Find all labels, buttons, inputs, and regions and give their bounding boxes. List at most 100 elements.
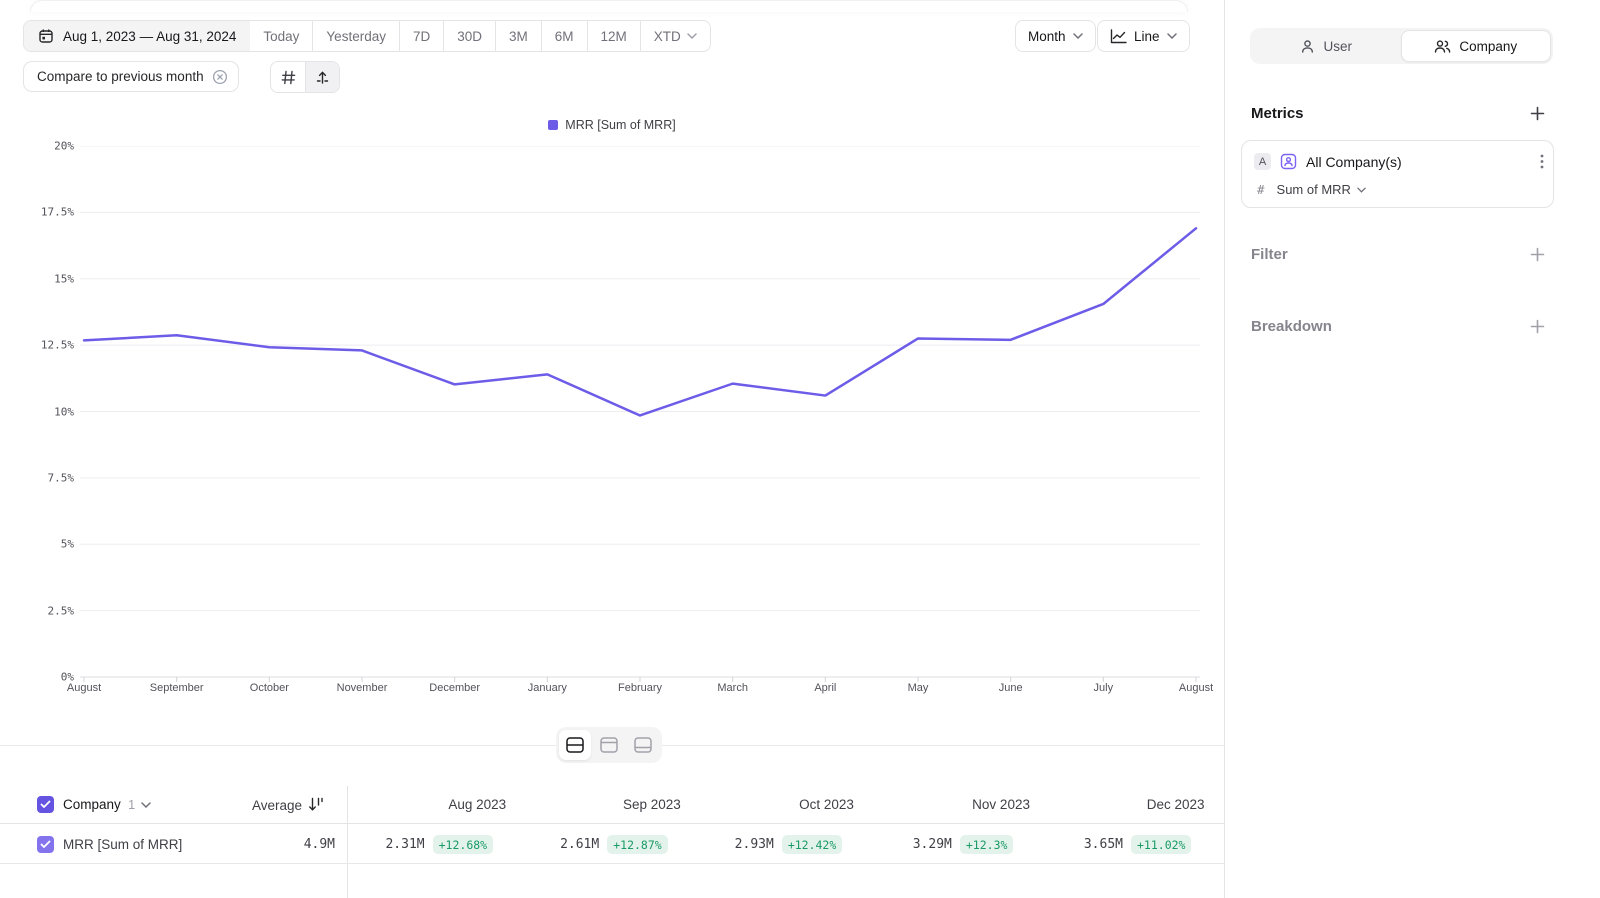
metric-menu-button[interactable] bbox=[1540, 154, 1544, 169]
table-cell: 2.31M +12.68% bbox=[352, 835, 527, 854]
tab-user-label: User bbox=[1323, 38, 1352, 54]
annotations-toggle-button[interactable] bbox=[305, 62, 339, 92]
remove-compare-icon[interactable] bbox=[212, 69, 228, 85]
check-icon bbox=[40, 840, 51, 848]
x-axis-tick-label: November bbox=[336, 682, 388, 694]
x-axis-tick-label: August bbox=[66, 682, 102, 694]
compare-chip-label: Compare to previous month bbox=[37, 69, 204, 84]
tab-company[interactable]: Company bbox=[1400, 30, 1551, 62]
table-cell: 3.65M +11.02% bbox=[1050, 835, 1224, 854]
y-axis-tick-label: 7.5% bbox=[47, 471, 75, 485]
date-range-button[interactable]: Aug 1, 2023 — Aug 31, 2024 bbox=[24, 21, 251, 51]
legend-swatch bbox=[548, 120, 559, 130]
grid-toggle-button[interactable] bbox=[271, 62, 305, 92]
month-column-header: Aug 2023 bbox=[448, 797, 507, 812]
x-axis-tick-label: July bbox=[1093, 682, 1114, 694]
row-label: MRR [Sum of MRR] bbox=[63, 837, 183, 852]
metric-aggregation-row: # Sum of MRR bbox=[1257, 182, 1366, 197]
y-axis-tick-label: 5% bbox=[60, 537, 74, 551]
tab-user[interactable]: User bbox=[1252, 30, 1401, 62]
tab-company-label: Company bbox=[1459, 38, 1518, 54]
plus-icon bbox=[1530, 106, 1544, 120]
table-cell: 2.93M +12.42% bbox=[701, 835, 876, 854]
metric-card-header: A All Company(s) bbox=[1254, 153, 1402, 170]
hash-icon: # bbox=[1257, 182, 1265, 197]
table-bottom-view-icon bbox=[634, 737, 652, 753]
select-all-checkbox[interactable] bbox=[37, 796, 54, 813]
y-axis-tick-label: 15% bbox=[54, 272, 74, 286]
preset-30d-button[interactable]: 30D bbox=[443, 21, 495, 51]
cell-delta-badge: +11.02% bbox=[1131, 835, 1192, 854]
main-panel: Aug 1, 2023 — Aug 31, 2024 Today Yesterda… bbox=[0, 0, 1224, 898]
split-view-button[interactable] bbox=[559, 730, 591, 760]
grid-icon bbox=[281, 70, 295, 84]
month-column-header: Nov 2023 bbox=[972, 797, 1030, 812]
table-header-row: Company 1 Average bbox=[0, 786, 1224, 824]
company-avatar-icon bbox=[1280, 153, 1297, 170]
line-chart[interactable] bbox=[80, 146, 1200, 686]
preset-today-button[interactable]: Today bbox=[263, 28, 300, 44]
row-checkbox[interactable] bbox=[37, 836, 54, 853]
cell-delta-badge: +12.68% bbox=[432, 835, 494, 854]
cell-value: 3.65M bbox=[1083, 837, 1123, 852]
table-cell: 2.61M +12.87% bbox=[527, 835, 702, 854]
preset-7d-button[interactable]: 7D bbox=[398, 21, 443, 51]
metric-name: All Company(s) bbox=[1306, 153, 1402, 170]
y-axis-tick-label: 20% bbox=[54, 139, 74, 153]
users-icon bbox=[1434, 39, 1451, 54]
table-bottom-view-button[interactable] bbox=[627, 730, 659, 760]
date-range-label: Aug 1, 2023 — Aug 31, 2024 bbox=[63, 28, 237, 44]
split-view-icon bbox=[566, 737, 584, 753]
cell-delta-badge: +12.42% bbox=[781, 835, 843, 854]
legend-label: MRR [Sum of MRR] bbox=[565, 118, 676, 132]
table-top-view-icon bbox=[600, 737, 618, 753]
check-icon bbox=[40, 800, 51, 808]
plus-icon bbox=[1530, 319, 1544, 333]
chart-toggles bbox=[270, 61, 340, 93]
add-metric-button[interactable] bbox=[1528, 104, 1546, 122]
granularity-dropdown[interactable]: Month bbox=[1015, 20, 1096, 52]
compare-chip[interactable]: Compare to previous month bbox=[23, 61, 239, 92]
sort-icon[interactable] bbox=[308, 797, 324, 812]
table-month-headers: Aug 2023 Sep 2023 Oct 2023 Nov 2023 Dec 2023 bbox=[390, 786, 1224, 824]
preset-xtd-dropdown[interactable]: XTD bbox=[639, 21, 710, 51]
preset-3m-button[interactable]: 3M bbox=[495, 21, 541, 51]
filter-title: Filter bbox=[1251, 246, 1288, 263]
y-axis-tick-label: 2.5% bbox=[47, 604, 75, 618]
add-filter-button[interactable] bbox=[1528, 245, 1546, 263]
chevron-down-icon[interactable] bbox=[141, 802, 151, 808]
user-icon bbox=[1300, 39, 1315, 54]
x-axis-tick-label: April bbox=[814, 682, 837, 694]
average-label: Average bbox=[251, 797, 302, 813]
chevron-down-icon bbox=[1166, 33, 1177, 39]
entity-count: 1 bbox=[128, 797, 136, 812]
entity-selector[interactable]: Company bbox=[63, 797, 121, 812]
cell-value: 2.93M bbox=[734, 837, 774, 852]
chart-legend: MRR [Sum of MRR] bbox=[0, 118, 1224, 132]
preset-12m-button[interactable]: 12M bbox=[586, 21, 640, 51]
month-column-header: Dec 2023 bbox=[1146, 797, 1205, 812]
table-cell: 3.29M +12.3% bbox=[876, 835, 1051, 854]
x-axis-tick-label: March bbox=[717, 682, 748, 694]
month-column-header: Oct 2023 bbox=[799, 797, 854, 812]
cell-value: 3.29M bbox=[912, 837, 952, 852]
metric-card[interactable]: A All Company(s) # Sum of MRR bbox=[1241, 140, 1554, 208]
chart-type-dropdown[interactable]: Line bbox=[1097, 20, 1190, 52]
y-axis-tick-label: 0% bbox=[60, 670, 74, 684]
preset-yesterday-button[interactable]: Yesterday bbox=[312, 21, 399, 51]
x-axis-tick-label: June bbox=[998, 682, 1023, 694]
preset-6m-button[interactable]: 6M bbox=[540, 21, 587, 51]
report-card-top-edge bbox=[30, 0, 1188, 12]
granularity-label: Month bbox=[1028, 28, 1066, 44]
aggregation-dropdown[interactable]: Sum of MRR bbox=[1277, 182, 1366, 197]
table-top-view-button[interactable] bbox=[593, 730, 625, 760]
metrics-title: Metrics bbox=[1251, 105, 1304, 122]
chevron-down-icon bbox=[687, 33, 697, 39]
chart-type-label: Line bbox=[1134, 28, 1160, 44]
add-breakdown-button[interactable] bbox=[1528, 317, 1546, 335]
table-row-values: 2.31M +12.68% 2.61M +12.87% 2.93M +12.42% 3.29… bbox=[352, 825, 1224, 864]
x-axis: August September October November December Ja… bbox=[67, 682, 1220, 698]
table-row[interactable]: MRR [Sum of MRR] 4.9M bbox=[0, 825, 1224, 864]
aggregation-label: Sum of MRR bbox=[1276, 182, 1351, 197]
